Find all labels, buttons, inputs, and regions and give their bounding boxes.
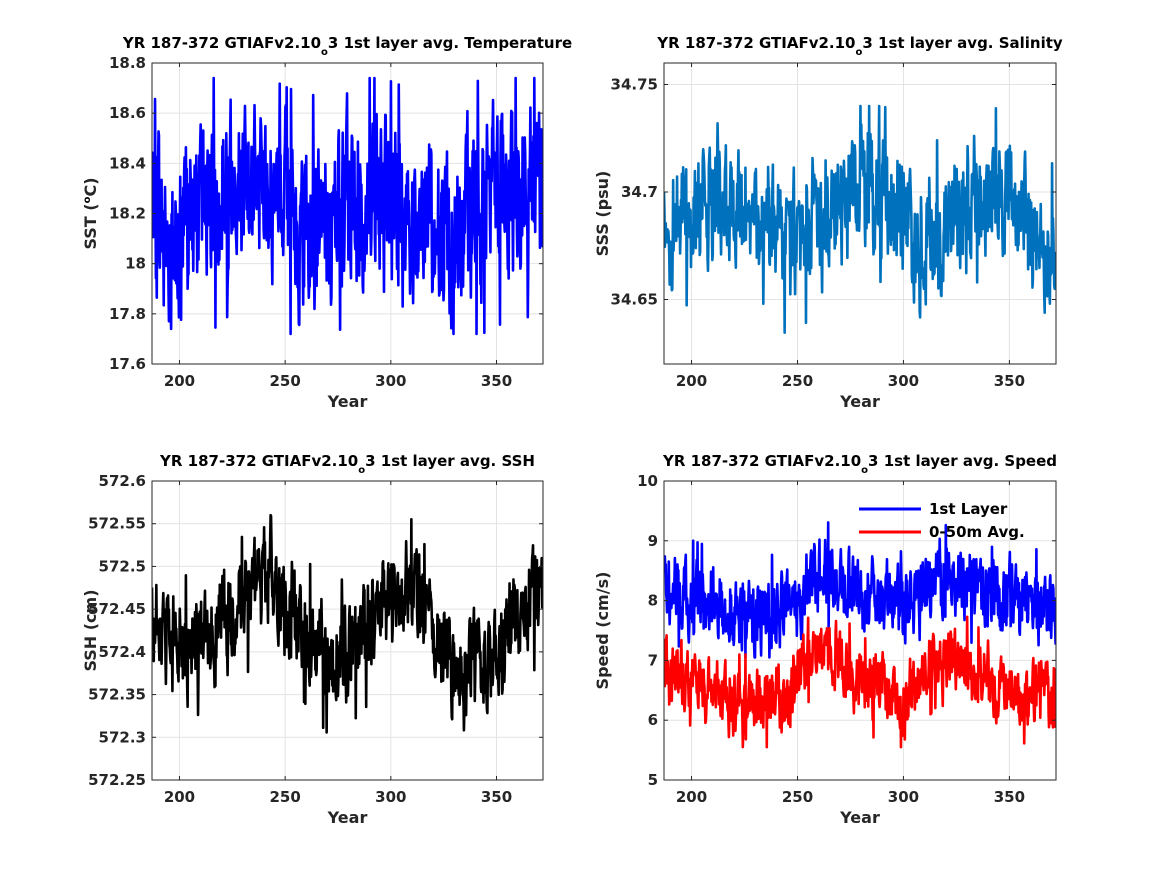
y-tick-label: 5: [648, 771, 658, 789]
y-axis-label: Speed (cm/s): [593, 572, 612, 690]
y-axis-label: SSS (psu): [593, 171, 612, 257]
y-tick-label: 572.6: [99, 472, 146, 490]
chart-title-prefix: YR 187-372 GTIAFv2.10: [662, 452, 861, 470]
x-tick-label: 300: [888, 788, 919, 806]
y-axis-label-main: SSS (psu): [593, 171, 612, 257]
y-tick-label: 18.2: [109, 205, 146, 223]
y-axis-label: SSH (cm): [81, 589, 100, 671]
y-tick-label: 572.45: [88, 600, 146, 618]
y-axis-label-main: Speed (cm/s): [593, 572, 612, 690]
chart-title-subscript: o: [856, 47, 863, 58]
x-tick-label: 200: [676, 372, 707, 390]
chart-title-prefix: YR 187-372 GTIAFv2.10: [656, 34, 855, 52]
legend-label: 1st Layer: [929, 500, 1008, 518]
chart-title-suffix: 3 1st layer avg. Temperature: [328, 34, 572, 52]
y-tick-label: 34.7: [621, 183, 658, 201]
chart-title-prefix: YR 187-372 GTIAFv2.10: [122, 34, 321, 52]
y-tick-label: 6: [648, 711, 658, 729]
y-axis-label-main: SSH (cm): [81, 589, 100, 671]
x-axis-label: Year: [327, 808, 368, 827]
y-tick-label: 572.5: [99, 557, 146, 575]
y-tick-label: 18: [125, 255, 146, 273]
chart-title-prefix: YR 187-372 GTIAFv2.10: [159, 452, 358, 470]
y-tick-label: 18.8: [109, 54, 146, 72]
y-tick-label: 572.25: [88, 771, 146, 789]
y-tick-label: 572.4: [99, 643, 146, 661]
subplot-3: 200 250 300 350 572.25 572.3 572.35 572.4 572.45…: [81, 452, 544, 827]
x-tick-label: 300: [375, 372, 406, 390]
chart-title: YR 187-372 GTIAFv2.10o3 1st layer avg. S…: [662, 452, 1057, 476]
chart-title: YR 187-372 GTIAFv2.10o3 1st layer avg. T…: [122, 34, 572, 58]
chart-title-suffix: 3 1st layer avg. Speed: [868, 452, 1057, 470]
legend: 1st Layer 0-50m Avg.: [859, 500, 1025, 541]
chart-title-suffix: 3 1st layer avg. SSH: [365, 452, 535, 470]
chart-title: YR 187-372 GTIAFv2.10o3 1st layer avg. S…: [656, 34, 1063, 58]
y-tick-label: 572.3: [99, 728, 146, 746]
y-tick-label: 8: [648, 592, 658, 610]
chart-title-subscript: o: [321, 47, 328, 58]
y-tick-label: 17.8: [109, 305, 146, 323]
x-tick-label: 350: [994, 788, 1025, 806]
series-line-1: [152, 76, 543, 336]
series-line-1: [664, 521, 1056, 659]
x-tick-label: 350: [481, 788, 512, 806]
x-tick-label: 250: [782, 788, 813, 806]
y-axis-label-superscript: o: [82, 196, 93, 203]
y-tick-label: 7: [648, 651, 658, 669]
y-tick-label: 34.75: [611, 76, 658, 94]
y-tick-label: 572.35: [88, 686, 146, 704]
x-tick-label: 250: [782, 372, 813, 390]
x-tick-label: 200: [164, 788, 195, 806]
x-tick-label: 250: [269, 788, 300, 806]
y-tick-label: 17.6: [109, 355, 146, 373]
chart-title-subscript: o: [358, 465, 365, 476]
x-tick-label: 200: [676, 788, 707, 806]
axes-frame: [151, 480, 544, 781]
x-axis-label: Year: [839, 392, 880, 411]
y-tick-label: 10: [637, 472, 658, 490]
x-axis-label: Year: [839, 808, 880, 827]
y-tick-label: 9: [648, 532, 658, 550]
chart-title-subscript: o: [861, 465, 868, 476]
chart-title-suffix: 3 1st layer avg. Salinity: [862, 34, 1063, 52]
x-tick-label: 200: [164, 372, 195, 390]
axes-frame: [663, 62, 1057, 365]
x-tick-label: 350: [481, 372, 512, 390]
x-axis-label: Year: [327, 392, 368, 411]
axes-frame: [663, 480, 1057, 781]
legend-label: 0-50m Avg.: [929, 523, 1025, 541]
y-axis-label-end: C): [81, 177, 100, 196]
y-tick-label: 572.55: [88, 515, 146, 533]
series-line-1: [152, 513, 543, 734]
subplot-1: 200 250 300 35017.617.81818.218.418.618.8YR…: [81, 34, 572, 411]
series-line-2: [664, 615, 1056, 749]
x-tick-label: 250: [269, 372, 300, 390]
y-tick-label: 18.4: [109, 154, 146, 172]
series-line-1: [664, 104, 1056, 334]
y-axis-label: SST (oC): [81, 177, 100, 249]
y-tick-label: 34.65: [611, 291, 658, 309]
x-tick-label: 350: [994, 372, 1025, 390]
subplot-2: 200 250 300 350 34.65 34.7 34.75 YR 187-372 GTI…: [593, 34, 1063, 411]
x-tick-label: 300: [375, 788, 406, 806]
y-tick-label: 18.6: [109, 104, 146, 122]
x-tick-label: 300: [888, 372, 919, 390]
y-axis-label-main: SST (: [81, 203, 100, 249]
chart-title: YR 187-372 GTIAFv2.10o3 1st layer avg. S…: [159, 452, 535, 476]
